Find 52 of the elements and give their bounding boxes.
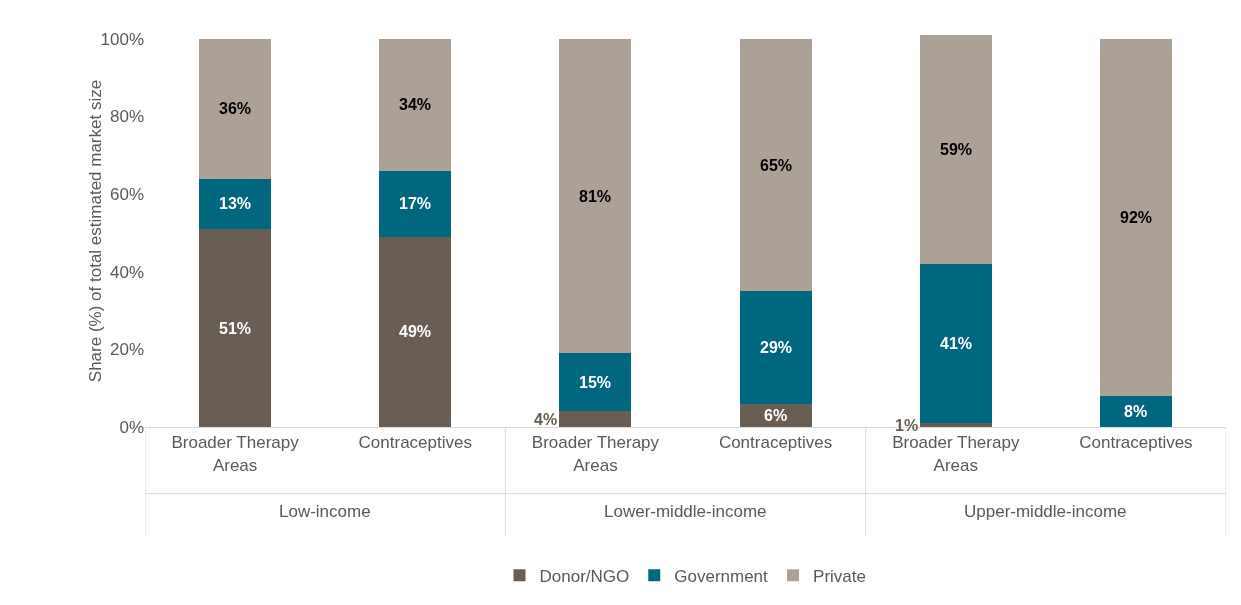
y-tick-label: 80% — [109, 107, 144, 127]
bar — [919, 35, 992, 264]
legend-label: Private — [813, 566, 866, 586]
data-label: 92% — [1120, 209, 1153, 226]
legend-label: Government — [674, 566, 769, 586]
x-tick-label: Broader Therapy Areas — [171, 433, 300, 475]
bar — [739, 291, 812, 404]
bar — [1099, 395, 1172, 427]
text: Lower-middle-income — [604, 502, 767, 521]
data-label: 59% — [940, 141, 973, 158]
data-label: 6% — [764, 407, 788, 424]
legend-label: Donor/NGO — [539, 566, 630, 586]
data-label: 51% — [219, 320, 252, 337]
bar — [199, 178, 272, 230]
x-tick-label: Contraceptives — [1079, 433, 1193, 453]
x-tick-label: Broader Therapy Areas — [531, 433, 660, 475]
data-label: 49% — [399, 323, 432, 340]
y-tick-label: 100% — [100, 29, 144, 49]
x-tick-label: Contraceptives — [358, 433, 472, 453]
bar — [919, 423, 992, 427]
data-label: 4% — [534, 411, 558, 428]
data-label: 15% — [579, 374, 612, 391]
text: Upper-middle-income — [964, 502, 1127, 521]
bar — [199, 229, 272, 427]
x-tick-label: Broader Therapy Areas — [892, 433, 1020, 475]
data-label: 34% — [399, 96, 432, 113]
bar — [379, 236, 452, 427]
data-label: 1% — [895, 417, 919, 434]
data-label: 36% — [219, 100, 252, 117]
data-label: 17% — [399, 195, 432, 212]
data-label: 65% — [760, 157, 793, 174]
bar — [559, 38, 632, 354]
y-axis-title: Share (%) of total estimated market size — [86, 79, 105, 383]
bar — [559, 411, 632, 427]
data-label: 13% — [219, 195, 252, 212]
bar — [379, 170, 452, 237]
bar — [919, 263, 992, 424]
y-tick-label: 20% — [109, 340, 144, 360]
bar — [1099, 38, 1172, 396]
text: Low-income — [279, 502, 371, 521]
x-tick-label: Contraceptives — [718, 433, 833, 453]
y-tick-label: 60% — [109, 185, 144, 205]
y-tick-label: 0% — [119, 417, 144, 437]
y-tick-label: 40% — [109, 262, 144, 282]
bar — [559, 353, 632, 412]
data-label: 8% — [1124, 403, 1148, 420]
bar — [739, 38, 812, 292]
data-label: 41% — [940, 335, 973, 352]
data-label: 29% — [760, 339, 793, 356]
bar — [379, 38, 452, 171]
bar — [199, 38, 272, 179]
data-label: 81% — [579, 188, 612, 205]
